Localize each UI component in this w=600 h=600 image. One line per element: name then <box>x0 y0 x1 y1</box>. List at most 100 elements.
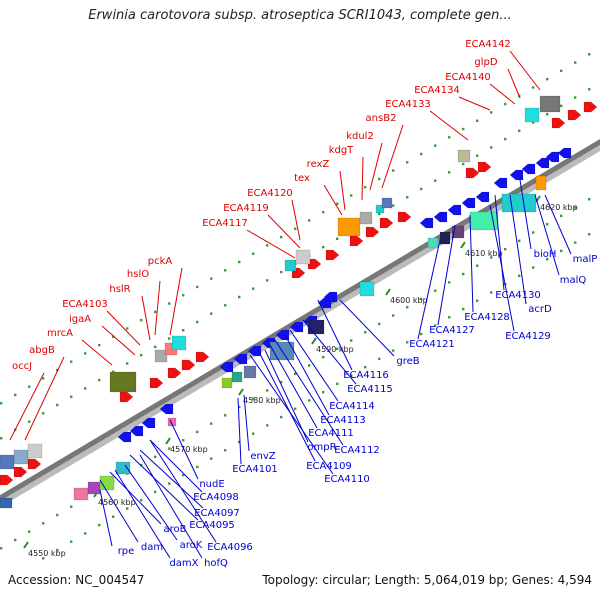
strand-dot <box>168 302 171 305</box>
strand-dot <box>140 353 143 357</box>
strand-dot <box>294 227 297 230</box>
reverse-label-leader <box>139 454 203 559</box>
forward-gene-label: ECA4120 <box>247 188 293 199</box>
reverse-label-leader <box>469 214 474 313</box>
reverse-gene-arrow <box>535 157 550 169</box>
reverse-gene-domain <box>231 371 243 383</box>
strand-dot <box>224 449 227 452</box>
strand-dot <box>532 231 535 234</box>
strand-dot <box>266 244 269 247</box>
forward-gene-arrow <box>325 249 340 261</box>
reverse-gene-label: aroK <box>180 540 203 551</box>
strand-dot <box>364 366 367 369</box>
strand-dot <box>532 121 535 124</box>
reverse-gene-label: ECA4109 <box>306 461 352 472</box>
strand-dot <box>560 104 563 108</box>
forward-label-leader <box>509 50 541 91</box>
forward-gene-domain <box>27 443 43 459</box>
strand-dot <box>490 146 493 149</box>
strand-dot <box>462 307 465 311</box>
strand-dot <box>28 530 31 533</box>
reverse-label-leader <box>289 329 339 402</box>
forward-gene-domain <box>109 371 137 393</box>
reverse-label-leader <box>169 419 199 480</box>
strand-dot <box>364 331 367 334</box>
strand-dot <box>546 112 549 116</box>
forward-gene-domain <box>154 349 168 363</box>
strand-dot <box>126 327 129 330</box>
reverse-gene-label: ECA4098 <box>193 492 239 503</box>
reverse-label-leader <box>339 299 395 357</box>
forward-gene-label: kdul2 <box>346 131 374 142</box>
strand-dot <box>560 214 563 218</box>
forward-label-leader <box>267 214 301 249</box>
reverse-gene-arrow <box>447 204 462 216</box>
reverse-gene-label: ECA4116 <box>343 370 389 381</box>
strand-dot <box>182 474 185 477</box>
kbp-tick-label: 4550 kbp <box>28 549 66 558</box>
strand-dot <box>378 357 381 361</box>
strand-dot <box>196 285 199 289</box>
reverse-label-leader <box>544 194 572 255</box>
strand-dot <box>70 395 73 398</box>
strand-dot <box>504 247 507 251</box>
forward-gene-arrow <box>349 235 364 247</box>
reverse-gene-label: malQ <box>560 275 587 286</box>
kbp-tick-label: 4610 kbp <box>465 249 503 258</box>
strand-dot <box>196 320 199 324</box>
strand-dot <box>322 245 325 249</box>
strand-dot <box>336 237 339 241</box>
strand-dot <box>308 219 311 222</box>
reverse-gene-label: ECA4115 <box>347 384 393 395</box>
reverse-gene-arrow <box>419 217 434 229</box>
forward-gene-domain <box>381 197 393 209</box>
reverse-label-leader <box>149 439 217 543</box>
strand-dot <box>420 332 423 336</box>
strand-dot <box>70 505 73 508</box>
strand-dot <box>336 382 339 386</box>
reverse-label-leader <box>149 439 203 493</box>
strand-dot <box>504 102 507 106</box>
strand-dot <box>322 390 325 394</box>
forward-gene-label: occJ <box>12 361 32 372</box>
strand-dot <box>504 137 507 141</box>
strand-dot <box>574 96 577 99</box>
strand-dot <box>42 557 45 560</box>
reverse-label-leader <box>109 471 162 525</box>
strand-dot <box>392 204 395 207</box>
strand-dot <box>532 86 535 89</box>
reverse-label-leader <box>519 179 532 250</box>
forward-gene-domain <box>295 249 311 265</box>
reverse-gene-domain <box>167 417 177 427</box>
forward-label-leader <box>339 170 346 211</box>
strand-dot <box>462 162 465 166</box>
kbp-tick-label: 4590 kbp <box>316 345 354 354</box>
strand-dot <box>182 329 185 332</box>
strand-dot <box>518 239 521 243</box>
forward-gene-domain <box>375 204 385 214</box>
strand-dot <box>294 407 297 410</box>
strand-dot <box>28 420 31 423</box>
reverse-label-leader <box>317 299 353 371</box>
strand-dot <box>350 339 353 342</box>
kbp-tick-mark <box>311 337 317 345</box>
strand-dot <box>434 179 437 182</box>
strand-dot <box>378 177 381 181</box>
strand-dot <box>434 289 437 292</box>
strand-dot <box>210 312 213 315</box>
forward-gene-label: tex <box>294 173 310 184</box>
reverse-label-leader <box>489 204 515 332</box>
forward-label-leader <box>458 96 491 111</box>
reverse-gene-label: ompR <box>307 442 336 453</box>
forward-label-leader <box>381 124 404 189</box>
strand-dot <box>476 154 479 157</box>
strand-dot <box>112 335 115 338</box>
strand-dot <box>420 187 423 191</box>
gene-features-layer <box>0 95 598 509</box>
strand-dot <box>84 352 87 355</box>
reverse-gene-domain <box>115 461 131 475</box>
strand-dot <box>140 318 143 322</box>
forward-gene-domain <box>457 149 471 163</box>
strand-dot <box>476 299 479 302</box>
